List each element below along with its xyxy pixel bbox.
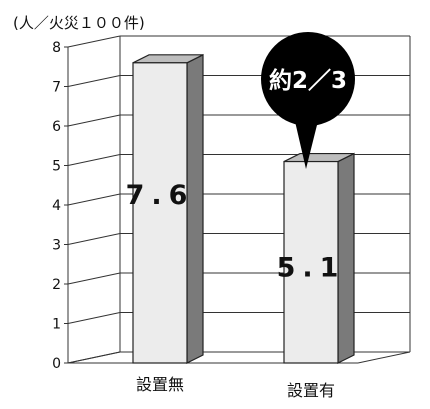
bar-value-label: 5.1	[277, 252, 346, 283]
side-gridline	[67, 114, 121, 127]
grid	[67, 35, 410, 364]
y-tick-label: 3	[52, 238, 61, 254]
y-tick-label: 2	[52, 277, 61, 293]
x-category-label: 設置有	[287, 381, 335, 400]
side-gridline	[67, 272, 121, 285]
callout-pointer	[294, 117, 318, 169]
y-tick-label: 1	[52, 317, 61, 333]
y-tick-label: 8	[52, 40, 61, 56]
y-axis: 0 1 2 3 4 5 6 7 8	[52, 40, 68, 372]
annotation: 約2／3	[261, 32, 355, 169]
side-gridline	[67, 312, 121, 324]
side-gridline	[67, 154, 121, 166]
bar: 7.6	[126, 53, 204, 364]
x-axis: 設置無 設置有	[136, 375, 335, 400]
bar-front	[132, 62, 188, 364]
bar-front	[283, 160, 339, 364]
unit-label: (人／火災１００件)	[13, 14, 145, 32]
x-category-label: 設置無	[136, 375, 184, 394]
side-gridline	[67, 75, 121, 87]
bar: 5.1	[277, 152, 355, 364]
side-gridline	[67, 193, 121, 206]
y-tick-label: 6	[52, 119, 61, 135]
y-tick-label: 4	[52, 198, 61, 214]
y-tick-label: 5	[52, 159, 61, 175]
bars: 7.6 5.1	[126, 53, 355, 364]
side-gridline	[67, 233, 121, 245]
side-gridline	[67, 351, 121, 364]
y-tick-label: 0	[52, 356, 61, 372]
bar-value-label: 7.6	[126, 180, 195, 211]
callout-text: 約2／3	[269, 67, 347, 94]
y-tick-label: 7	[52, 80, 61, 96]
side-gridline	[67, 35, 121, 48]
plot-frame	[67, 36, 411, 364]
floor-right-edge	[357, 351, 411, 364]
callout-bubble	[261, 32, 355, 126]
